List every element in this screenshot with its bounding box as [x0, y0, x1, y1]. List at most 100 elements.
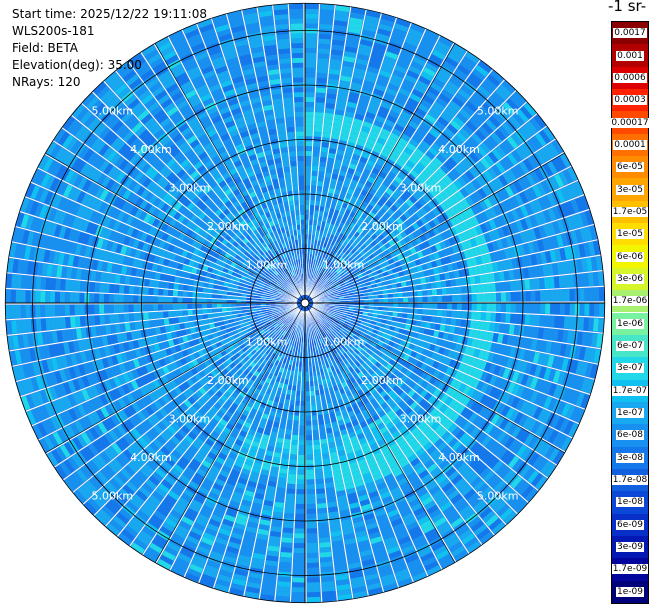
range-gate — [362, 558, 375, 567]
range-gate — [299, 415, 305, 421]
range-gate — [351, 315, 358, 320]
range-gate — [361, 425, 370, 433]
range-gate — [576, 331, 584, 345]
range-gate — [412, 571, 427, 582]
range-gate — [499, 158, 510, 171]
range-gate — [437, 303, 443, 310]
range-gate — [394, 123, 405, 133]
range-gate — [453, 225, 462, 235]
range-gate — [462, 374, 471, 385]
range-gate — [514, 314, 521, 324]
range-gate — [331, 289, 337, 293]
range-gate — [524, 362, 533, 375]
range-gate — [382, 311, 388, 316]
range-gate — [567, 167, 578, 182]
range-gate — [540, 442, 552, 457]
range-gate — [539, 130, 551, 144]
range-gate — [342, 247, 348, 254]
range-gate — [309, 381, 314, 387]
range-gate — [286, 419, 293, 425]
range-gate — [363, 226, 371, 234]
range-gate — [459, 128, 471, 139]
range-gate — [412, 366, 420, 375]
range-gate — [395, 209, 403, 217]
range-gate — [580, 393, 590, 409]
range-gate — [448, 513, 461, 525]
range-gate — [468, 347, 476, 357]
range-gate — [366, 269, 372, 275]
range-gate — [494, 343, 502, 354]
range-gate — [487, 332, 494, 342]
range-gate — [411, 358, 419, 366]
range-gate — [408, 156, 419, 165]
ray-gap — [312, 194, 585, 301]
range-gate — [510, 133, 523, 146]
range-gate — [280, 552, 292, 558]
range-gate — [402, 292, 408, 298]
range-gate — [365, 70, 378, 79]
range-gate — [300, 391, 305, 397]
range-gate — [418, 271, 425, 278]
range-gate — [324, 388, 330, 394]
range-gate — [334, 273, 340, 279]
range-gate — [469, 117, 481, 129]
range-gate — [316, 185, 323, 192]
range-gate — [584, 226, 593, 241]
range-gate — [436, 181, 446, 191]
range-gate — [441, 374, 450, 383]
range-gate — [347, 492, 357, 500]
range-gate — [309, 214, 314, 220]
range-gate — [318, 215, 323, 222]
range-gate — [427, 395, 436, 404]
range-gate — [562, 169, 573, 184]
range-gate — [340, 327, 347, 332]
range-gate — [584, 210, 594, 225]
range-gate — [327, 382, 333, 389]
range-gate — [453, 391, 463, 401]
range-gate — [334, 114, 344, 121]
range-gate — [389, 442, 399, 451]
range-gate — [314, 210, 319, 216]
range-gate — [407, 558, 421, 568]
range-gate — [378, 486, 389, 495]
range-gate — [476, 303, 482, 311]
range-gate — [526, 418, 537, 432]
range-gate — [342, 253, 348, 259]
range-gate — [401, 150, 411, 160]
range-gate — [293, 548, 305, 554]
range-gate — [476, 293, 482, 302]
range-gate — [496, 303, 502, 312]
range-gate — [447, 333, 454, 342]
range-gate — [346, 36, 360, 44]
range-gate — [404, 324, 411, 331]
range-gate — [464, 140, 476, 151]
range-gate — [515, 303, 521, 313]
range-gate — [471, 389, 480, 400]
range-gate — [318, 166, 326, 172]
range-gate — [323, 324, 328, 330]
range-gate — [396, 499, 408, 509]
range-gate — [309, 205, 315, 211]
range-gate — [396, 119, 407, 129]
range-gate — [555, 189, 566, 203]
range-gate — [462, 56, 477, 68]
range-gate — [336, 362, 342, 369]
range-gate — [440, 317, 447, 325]
range-gate — [496, 355, 504, 366]
range-gate — [364, 164, 373, 172]
range-gate — [275, 497, 285, 503]
range-gate — [534, 315, 541, 326]
range-gate — [357, 274, 364, 279]
range-gate — [335, 10, 349, 17]
range-gate — [505, 303, 511, 313]
range-gate — [330, 416, 337, 423]
range-gate — [305, 200, 310, 205]
range-gate — [313, 215, 319, 221]
range-gate — [359, 250, 366, 257]
range-gate — [319, 18, 333, 25]
range-gate — [319, 429, 326, 435]
range-gate — [369, 398, 378, 406]
range-gate — [338, 195, 345, 202]
range-gate — [305, 165, 312, 171]
range-gate — [394, 434, 403, 443]
